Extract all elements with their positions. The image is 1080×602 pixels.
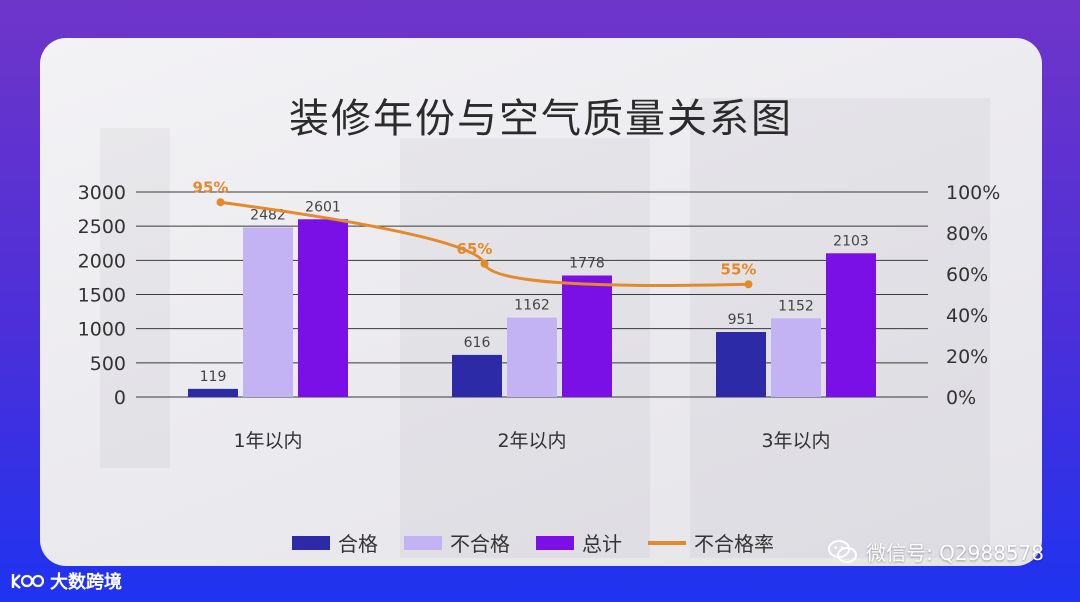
x-category-label: 1年以内 [233, 430, 302, 452]
legend-swatch [648, 540, 686, 545]
fail-rate-point [744, 280, 753, 289]
legend-label: 不合格率 [694, 532, 774, 556]
bar-value-label: 2601 [305, 199, 341, 215]
bar-0 [716, 332, 766, 397]
wechat-icon [828, 539, 858, 563]
bar-2 [562, 275, 612, 397]
bar-2 [826, 253, 876, 397]
y-tick-label-right: 0% [946, 387, 976, 409]
bar-1 [507, 317, 557, 397]
bar-value-label: 951 [728, 312, 755, 328]
chart-title: 装修年份与空气质量关系图 [289, 96, 793, 142]
y-tick-label-left: 1500 [78, 285, 126, 307]
y-tick-label-left: 1000 [78, 319, 126, 341]
legend-swatch [292, 535, 330, 550]
y-tick-label-right: 60% [946, 264, 988, 286]
bar-2 [298, 219, 348, 397]
fail-rate-point [216, 198, 225, 207]
x-category-label: 2年以内 [497, 430, 566, 452]
legend-item-total: 总计 [536, 528, 622, 557]
legend-item-pass: 合格 [292, 528, 378, 557]
legend-label: 不合格 [450, 532, 510, 556]
bar-value-label: 1152 [778, 298, 814, 314]
y-tick-label-left: 3000 [78, 182, 126, 204]
chart-card: 装修年份与空气质量关系图 0 500 1000 1500 2000 2500 3000 0% 2… [40, 38, 1042, 566]
backdrop-shelf [100, 128, 170, 468]
bar-line-chart: 0 500 1000 1500 2000 2500 3000 0% 20% 40% 60% 80% 10… [78, 178, 1001, 452]
wechat-id: 微信号: Q2988578 [866, 541, 1044, 565]
brand-logo: 大数跨境 [10, 568, 122, 594]
y-tick-label-right: 80% [946, 223, 988, 245]
bar-value-label: 2103 [833, 233, 869, 249]
bar-value-label: 119 [200, 369, 227, 385]
bar-value-label: 1778 [569, 256, 605, 272]
y-tick-label-right: 40% [946, 305, 988, 327]
bar-0 [452, 354, 502, 397]
brand-name: 大数跨境 [50, 572, 122, 593]
y-tick-label-left: 500 [90, 353, 126, 375]
bar-1 [771, 318, 821, 397]
bar-1 [243, 227, 293, 397]
fail-rate-point [480, 259, 489, 268]
chart-legend: 合格 不合格 总计 不合格率 [292, 528, 774, 557]
legend-item-fail: 不合格 [404, 528, 510, 557]
legend-label: 总计 [582, 532, 622, 556]
legend-label: 合格 [338, 532, 378, 556]
x-category-label: 3年以内 [761, 430, 830, 452]
wechat-watermark: 微信号: Q2988578 [828, 537, 1044, 566]
fail-rate-label: 65% [457, 240, 493, 258]
y-tick-label-left: 2500 [78, 216, 126, 238]
bar-0 [188, 388, 238, 397]
y-tick-label-left: 0 [114, 387, 126, 409]
y-tick-label-right: 100% [946, 182, 1000, 204]
y-tick-label-right: 20% [946, 346, 988, 368]
legend-item-fail-rate: 不合格率 [648, 528, 774, 557]
y-tick-label-left: 2000 [78, 250, 126, 272]
fail-rate-label: 55% [721, 260, 757, 278]
brand-mark-icon [11, 574, 44, 589]
bar-value-label: 1162 [514, 298, 550, 314]
fail-rate-label: 95% [193, 178, 229, 196]
bar-value-label: 616 [464, 335, 491, 351]
legend-swatch [404, 535, 442, 550]
legend-swatch [536, 535, 574, 550]
